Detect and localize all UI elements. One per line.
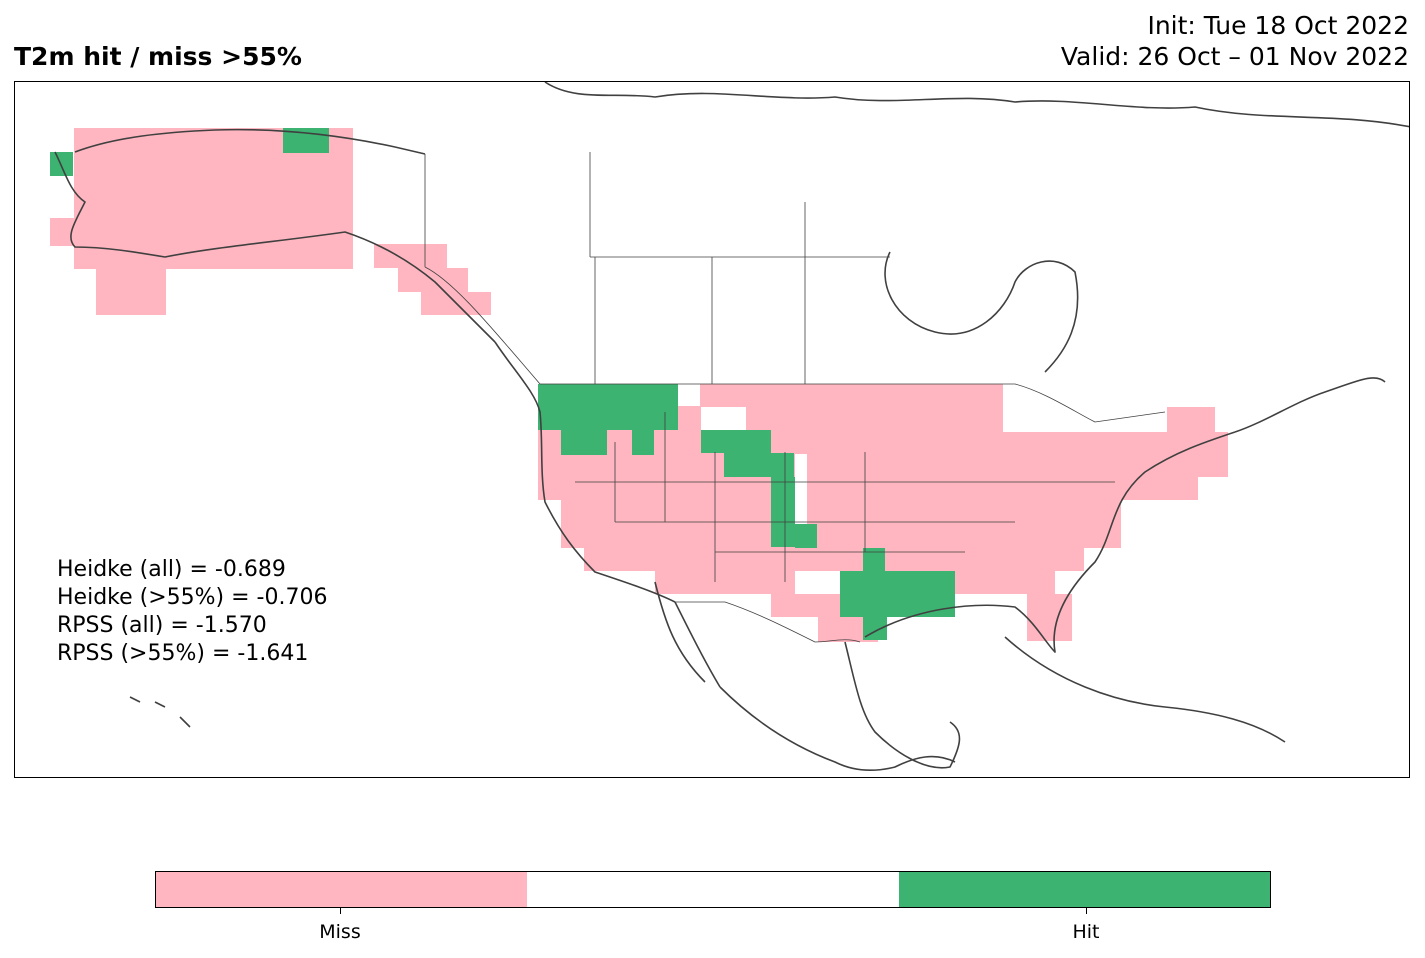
map-canvas [50,82,1409,772]
colorbar [155,871,1271,908]
date-info: Init: Tue 18 Oct 2022 Valid: 26 Oct – 01… [1061,10,1409,72]
gulf-of-mexico-coast [844,641,961,769]
colorbar-tick-miss [340,908,341,914]
miss-cell [584,548,1084,571]
baja-coast [654,581,721,688]
miss-cell [561,500,1121,548]
miss-cell [771,594,841,617]
hit-cell [701,430,771,453]
mexico-pacific-coast [719,686,956,772]
map-title: T2m hit / miss >55% [14,42,302,71]
canada-provinces [589,152,890,384]
us-state-lines [575,412,1115,582]
neutral-cell [795,454,807,524]
score-box: Heidke (all) = -0.689 Heidke (>55%) = -0… [57,556,327,668]
neutral-cell [795,571,840,594]
neutral-cell [678,384,700,406]
hit-cell [863,548,885,571]
east-coast [864,431,1236,653]
pacific-coast [494,341,676,603]
neutral-cell [701,407,746,430]
hit-cell [724,453,794,477]
hit-cell [654,407,678,430]
map-panel [14,81,1410,778]
hit-cell [840,571,955,617]
hit-cell [771,477,795,547]
rpss-all: RPSS (all) = -1.570 [57,613,267,638]
hit-cell [561,430,607,455]
heidke-55: Heidke (>55%) = -0.706 [57,585,328,610]
heidke-all: Heidke (all) = -0.689 [57,557,286,582]
us-canada-border [540,383,1166,423]
valid-range: Valid: 26 Oct – 01 Nov 2022 [1060,42,1409,71]
alaska-south-coast [54,151,496,343]
miss-cell [96,269,166,315]
legend-hit-label: Hit [1072,921,1100,943]
miss-cell [50,218,74,246]
legend-miss-label: Miss [319,921,361,943]
alaska-north-coast [74,128,426,155]
colorbar-tick-hit [1086,908,1087,914]
hit-cell [795,524,817,548]
us-mexico-border [675,601,861,643]
init-date: Init: Tue 18 Oct 2022 [1147,11,1409,40]
miss-cell [538,477,1198,500]
hawaii-coast [129,696,191,728]
rpss-55: RPSS (>55%) = -1.641 [57,641,309,666]
hit-cell [632,430,654,455]
arctic-coast [544,82,1409,128]
colorbar-hit-segment [898,872,1270,907]
colorbar-miss-segment [156,872,528,907]
colorbar-neutral-segment [527,872,899,907]
caribbean-coast [1004,636,1286,743]
alaska-canada-border [424,154,541,385]
hit-cell [50,152,73,176]
hudson-bay-coast [884,251,1079,373]
canada-maritime-coast [1234,377,1386,433]
